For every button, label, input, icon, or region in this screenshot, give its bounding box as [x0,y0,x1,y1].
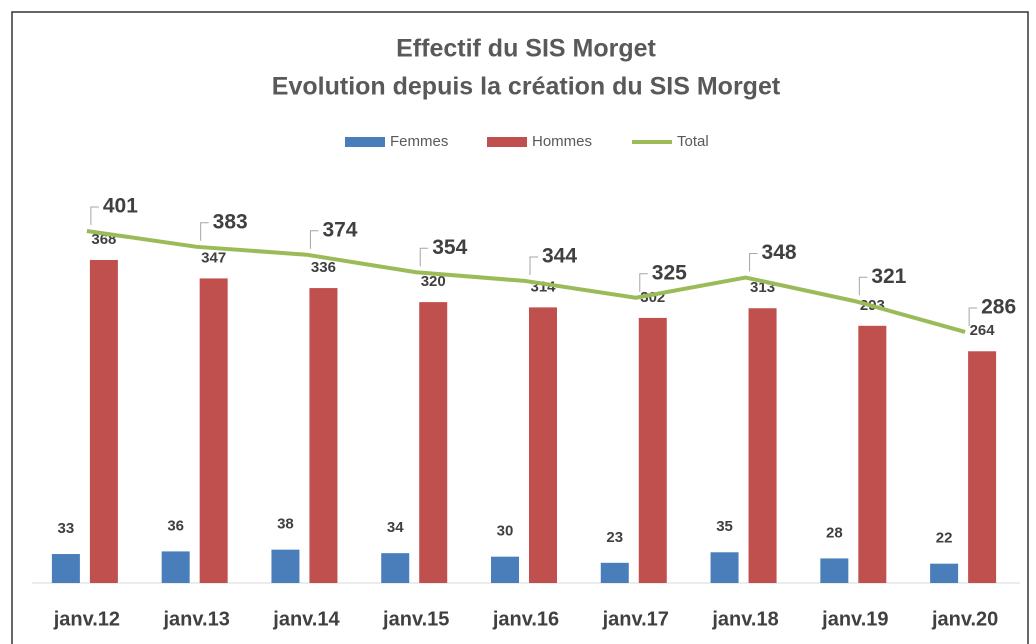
x-tick-label: janv.20 [931,608,998,630]
data-label: 28 [826,524,843,541]
x-tick-label: janv.19 [821,608,888,630]
data-label: 36 [167,517,184,534]
legend-swatch [345,137,385,147]
bar [309,288,338,583]
bar [710,552,739,583]
x-tick-label: janv.14 [272,608,340,630]
callout-line [968,307,978,326]
callout-line [639,273,648,292]
total-label: 354 [432,236,467,259]
x-tick-label: janv.15 [382,608,449,630]
data-label: 34 [387,519,404,536]
data-label: 33 [58,520,75,537]
legend-label: Total [677,133,709,150]
callout-line [309,230,319,249]
bar [199,278,228,583]
bar [858,325,887,583]
bar [930,563,959,583]
callout-line [749,253,758,272]
x-tick-label: janv.17 [602,608,669,630]
bar [638,317,667,583]
chart-title: Effectif du SIS Morget [396,35,656,63]
legend-label: Femmes [390,133,448,150]
x-tick-label: janv.18 [711,608,778,630]
total-label: 383 [213,210,248,233]
bar [161,551,190,583]
callout-line [200,222,209,241]
x-tick-label: janv.12 [53,608,120,630]
total-label: 401 [103,195,138,218]
bar [529,307,557,583]
total-label: 321 [871,265,906,288]
total-label: 344 [542,245,577,268]
x-tick-label: janv.13 [162,608,229,630]
data-label: 23 [606,529,623,546]
callout-line [858,276,868,296]
total-label: 325 [652,261,687,284]
data-label: 336 [311,259,336,276]
data-label: 22 [936,530,953,547]
data-label: 320 [421,273,446,290]
bar [600,562,629,583]
bar [968,351,997,583]
line [86,229,966,334]
bar [51,554,80,583]
bar [89,259,118,583]
callout-line [529,256,538,276]
total-label: 374 [322,218,357,241]
bar [419,302,448,583]
bar [491,556,519,583]
bar [748,308,777,583]
x-tick-label: janv.16 [492,608,559,630]
total-label: 348 [762,241,797,264]
bar [381,553,410,583]
bar [271,549,300,583]
bar [820,558,849,583]
legend-swatch [487,137,527,147]
chart-subtitle: Evolution depuis la création du SIS Morg… [272,73,781,101]
data-label: 35 [716,518,733,535]
callout-line [419,247,429,267]
data-label: 30 [497,523,514,540]
total-label: 286 [981,296,1016,319]
callout-line [90,206,99,226]
data-label: 347 [201,249,226,266]
legend-label: Hommes [532,133,592,150]
data-label: 264 [970,322,996,339]
data-label: 38 [277,516,294,533]
